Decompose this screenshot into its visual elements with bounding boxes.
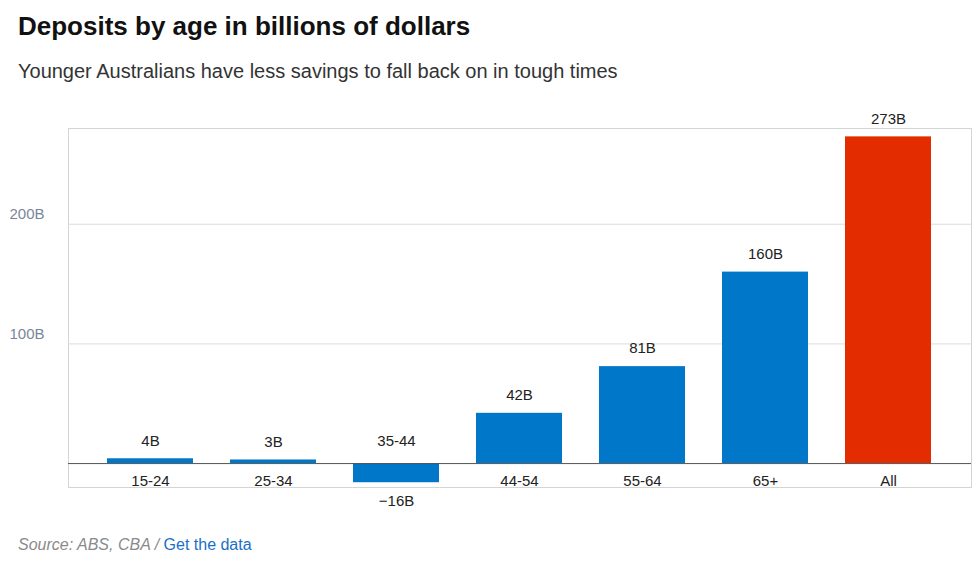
svg-text:160B: 160B (748, 245, 783, 262)
svg-text:3B: 3B (264, 433, 282, 450)
svg-text:65+: 65+ (753, 472, 779, 489)
svg-text:35-44: 35-44 (377, 432, 415, 449)
svg-text:100B: 100B (10, 325, 45, 342)
html-text:Younger Australians have less: Younger Australians have less savings to… (18, 60, 618, 82)
svg-text:44-54: 44-54 (500, 472, 538, 489)
svg-text:15-24: 15-24 (131, 472, 169, 489)
svg-text:25-34: 25-34 (254, 472, 292, 489)
svg-text:81B: 81B (629, 339, 656, 356)
svg-text:−16B: −16B (379, 492, 414, 509)
svg-text:200B: 200B (10, 205, 45, 222)
html-text:Source: ABS, CBA / Get the dat: Source: ABS, CBA / Get the data (18, 536, 252, 553)
svg-text:273B: 273B (871, 110, 906, 127)
html-text:Deposits by age in billions of: Deposits by age in billions of dollars (18, 11, 471, 41)
svg-text:4B: 4B (141, 432, 159, 449)
svg-text:55-64: 55-64 (623, 472, 661, 489)
svg-text:All: All (880, 472, 897, 489)
svg-text:42B: 42B (506, 386, 533, 403)
